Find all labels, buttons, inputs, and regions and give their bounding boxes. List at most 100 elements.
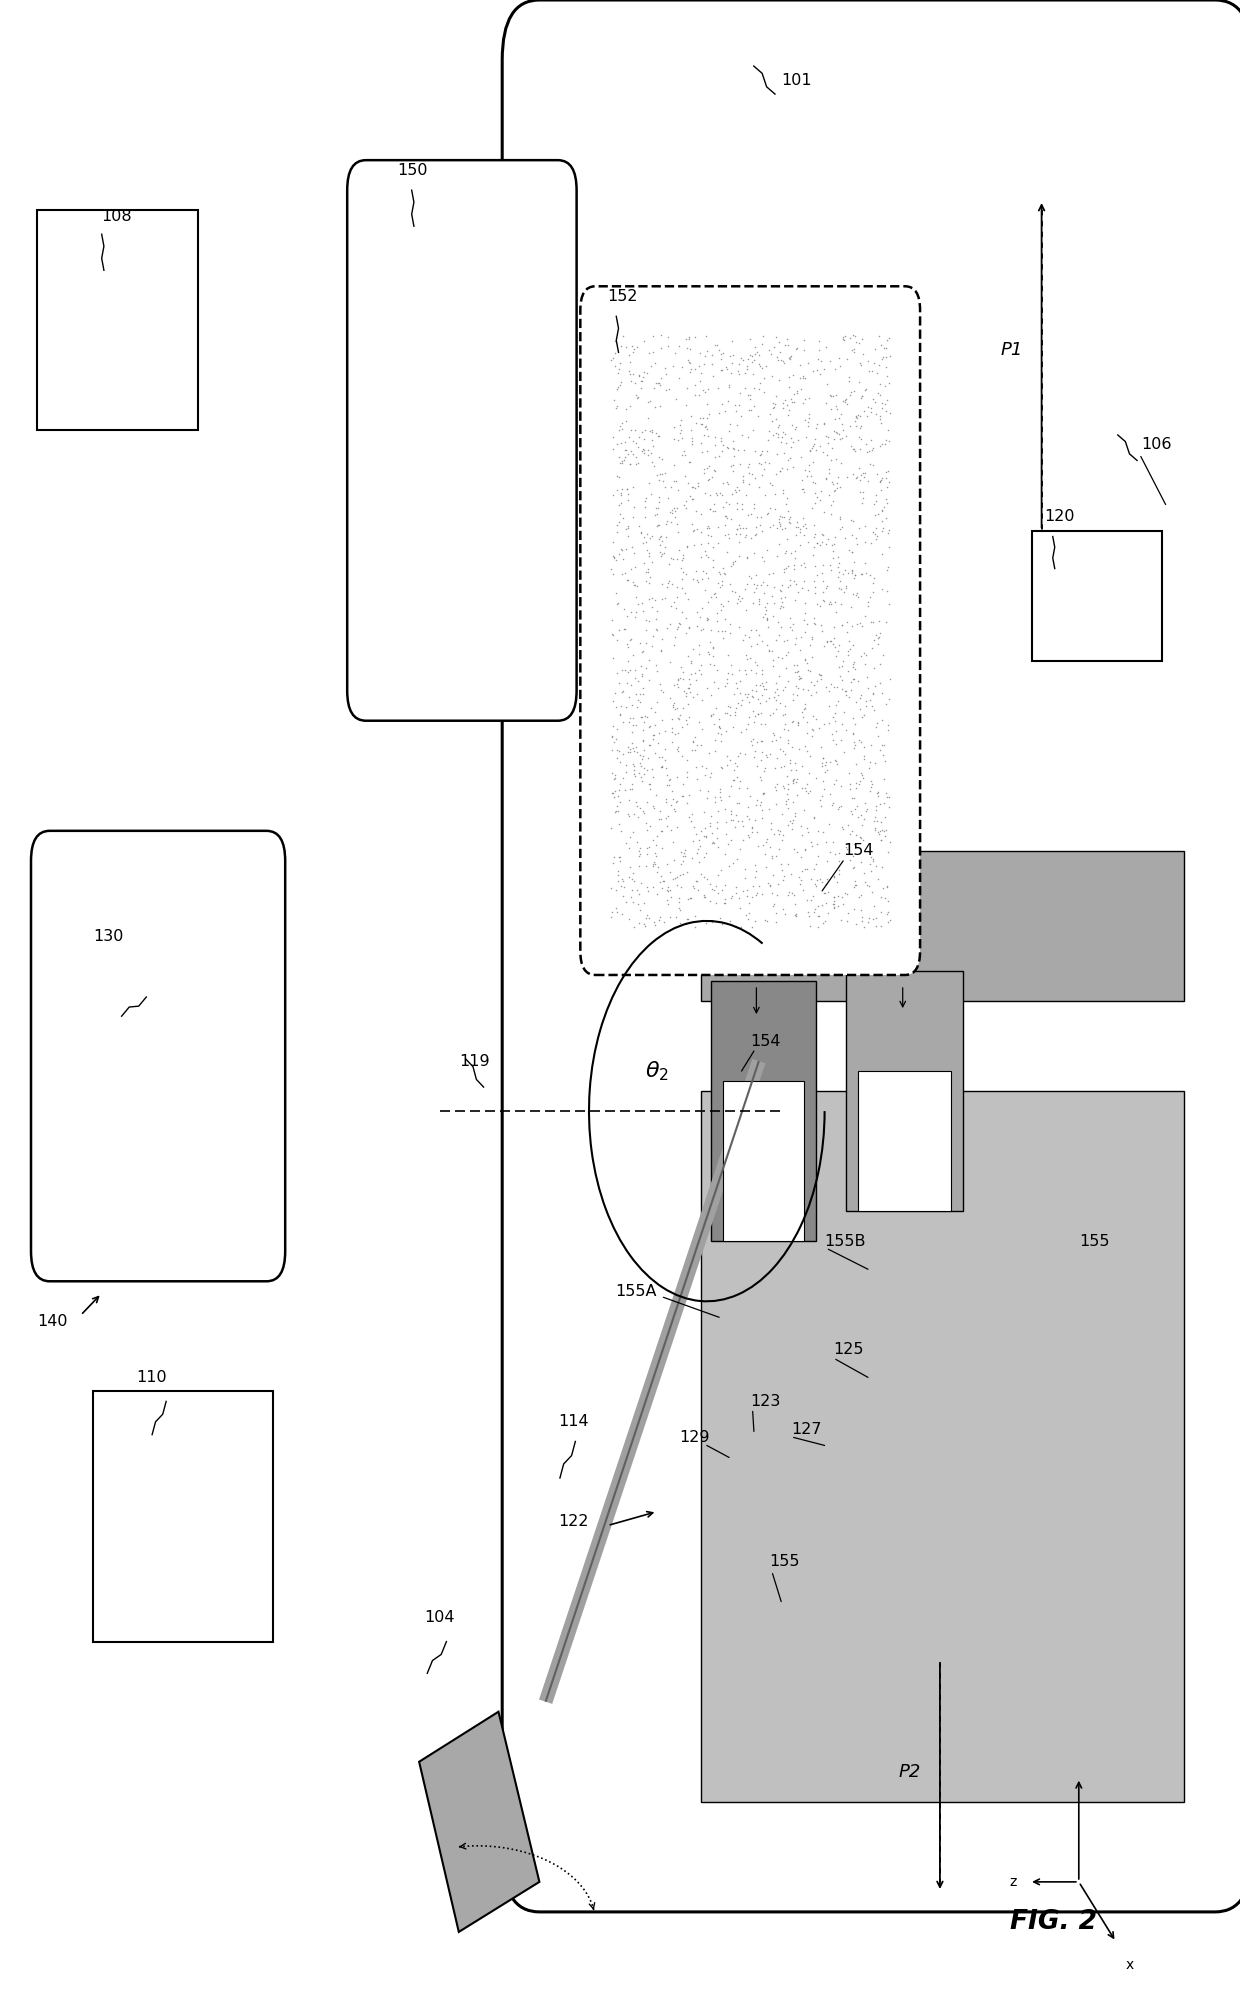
Point xyxy=(632,679,652,711)
Point xyxy=(766,789,786,821)
Point xyxy=(839,773,859,805)
Point xyxy=(719,370,739,402)
Text: $\theta_2$: $\theta_2$ xyxy=(645,1059,670,1083)
Point xyxy=(645,585,665,617)
Point xyxy=(782,765,802,797)
Point xyxy=(604,478,624,511)
Point xyxy=(604,384,624,416)
Point xyxy=(816,462,836,494)
Point xyxy=(826,402,846,434)
Point xyxy=(789,424,808,456)
Point xyxy=(608,428,627,460)
Point xyxy=(810,659,830,691)
Point xyxy=(667,869,687,901)
Point xyxy=(652,705,672,737)
Point xyxy=(646,819,666,851)
Point xyxy=(879,587,899,619)
Point xyxy=(645,498,665,531)
Point xyxy=(853,456,873,488)
Point xyxy=(790,529,810,561)
Point xyxy=(861,392,880,424)
Point xyxy=(644,871,663,903)
Point xyxy=(746,855,766,887)
Point xyxy=(854,460,874,492)
Point xyxy=(812,557,832,589)
Point xyxy=(864,332,884,364)
Point xyxy=(630,360,650,392)
Point xyxy=(870,474,890,507)
Point xyxy=(709,396,729,428)
Point xyxy=(823,535,843,567)
Point xyxy=(694,452,714,484)
Point xyxy=(875,821,895,853)
Point xyxy=(804,539,823,571)
Point xyxy=(847,819,867,851)
Point xyxy=(866,747,885,779)
Point xyxy=(811,789,831,821)
Point xyxy=(872,386,892,418)
Point xyxy=(609,507,629,539)
Point xyxy=(698,420,718,452)
Point xyxy=(743,681,763,713)
Point xyxy=(842,781,862,813)
Point xyxy=(810,484,830,517)
Point xyxy=(827,416,847,448)
Point xyxy=(684,811,704,843)
Point xyxy=(719,414,739,446)
Text: 155: 155 xyxy=(1079,1233,1110,1249)
Point xyxy=(717,486,737,519)
Point xyxy=(792,819,812,851)
Point xyxy=(768,513,787,545)
Point xyxy=(715,669,735,701)
Point xyxy=(861,448,880,480)
Point xyxy=(813,817,833,849)
Point xyxy=(709,713,729,745)
Point xyxy=(802,466,822,498)
Point xyxy=(604,781,624,813)
Point xyxy=(771,500,791,533)
Point xyxy=(640,414,660,446)
Point xyxy=(751,725,771,757)
Point xyxy=(642,446,662,478)
Point xyxy=(852,559,872,591)
Point xyxy=(816,330,836,362)
Point xyxy=(758,603,777,635)
Point xyxy=(635,490,655,523)
Point xyxy=(706,476,725,509)
Point xyxy=(711,571,730,603)
Point xyxy=(667,667,687,699)
Point xyxy=(838,809,858,841)
Point xyxy=(708,511,728,543)
Point xyxy=(676,617,696,649)
Point xyxy=(667,787,687,819)
Point xyxy=(875,503,895,535)
Point xyxy=(601,777,621,809)
Point xyxy=(791,472,811,505)
Point xyxy=(749,348,769,380)
Point xyxy=(782,679,802,711)
Point xyxy=(786,899,806,931)
Point xyxy=(670,330,689,362)
Point xyxy=(877,607,897,639)
Point xyxy=(745,657,765,689)
Point xyxy=(837,460,857,492)
Point xyxy=(806,677,826,709)
Point xyxy=(859,871,879,903)
Point xyxy=(626,581,646,613)
Point xyxy=(774,893,794,925)
Point xyxy=(717,697,737,729)
Point xyxy=(714,519,734,551)
Point xyxy=(601,901,621,933)
Point xyxy=(615,775,635,807)
Point xyxy=(773,392,792,424)
Point xyxy=(624,757,644,789)
Point xyxy=(755,905,775,937)
Point xyxy=(875,428,895,460)
Point xyxy=(677,787,697,819)
Point xyxy=(645,737,665,769)
Point xyxy=(720,617,740,649)
Point xyxy=(687,565,707,597)
Point xyxy=(830,350,849,382)
Point xyxy=(867,398,887,430)
Point xyxy=(806,412,826,444)
